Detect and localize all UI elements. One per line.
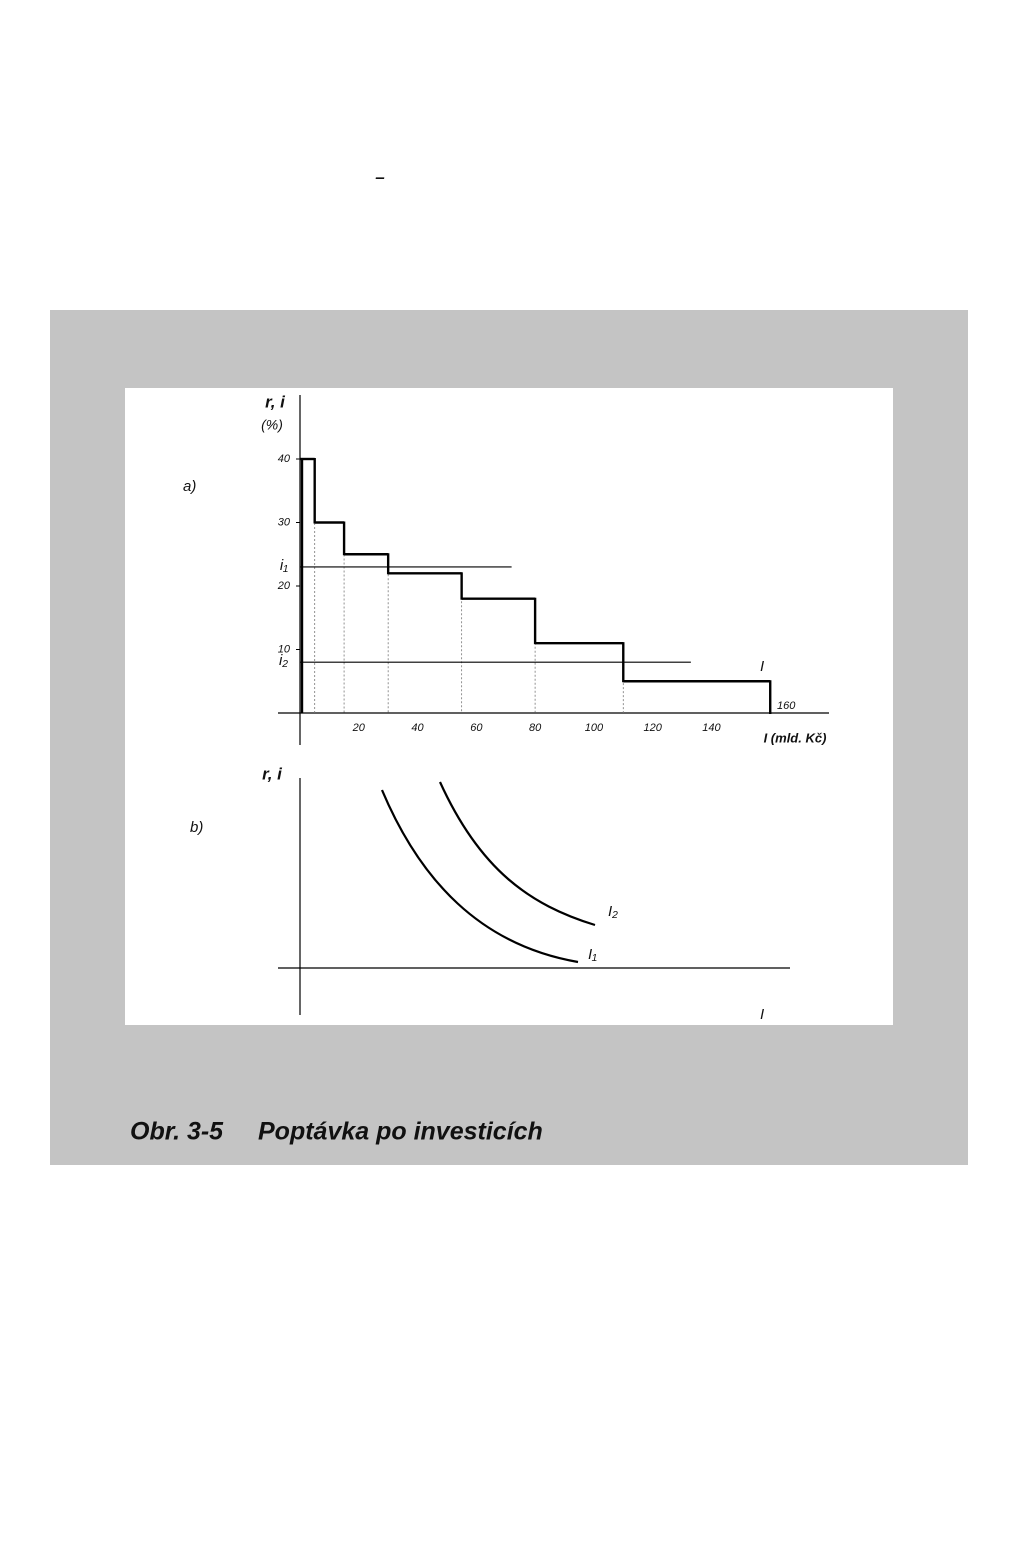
y-axis-unit: (%) — [261, 417, 283, 433]
figure-panel — [125, 388, 893, 1025]
y-tick-label: 40 — [278, 453, 291, 465]
x-tick-label: 40 — [411, 722, 424, 734]
x-axis-label: I (mld. Kč) — [764, 730, 827, 745]
x-tick-label: 20 — [352, 722, 366, 734]
panel-label: a) — [183, 478, 196, 495]
y-axis-label: r, i — [262, 764, 283, 783]
rate-label: i₁ — [280, 557, 288, 574]
x-axis-label: I — [760, 1006, 764, 1023]
x-tick-label: 60 — [470, 722, 483, 734]
y-tick-label: 10 — [278, 643, 291, 655]
y-axis-label: r, i — [265, 392, 286, 411]
curve-label: I₂ — [608, 903, 618, 920]
curve — [438, 781, 596, 927]
x-tick-label: 80 — [529, 722, 542, 734]
figure-title: Poptávka po investicích — [258, 1118, 543, 1146]
x-tick-label: 100 — [585, 722, 604, 734]
figure-number: Obr. 3-5 — [130, 1118, 224, 1146]
panel-label: b) — [190, 819, 203, 836]
y-tick-label: 20 — [277, 580, 291, 592]
x-tick-label: 160 — [777, 700, 796, 712]
curve — [380, 789, 579, 964]
mark: – — [375, 167, 385, 186]
x-tick-label: 120 — [643, 722, 662, 734]
curve-label: I₁ — [588, 946, 597, 963]
y-tick-label: 30 — [278, 516, 291, 528]
rate-label: i₂ — [279, 652, 288, 669]
curve-label: I — [760, 658, 764, 675]
x-tick-label: 140 — [702, 722, 721, 734]
